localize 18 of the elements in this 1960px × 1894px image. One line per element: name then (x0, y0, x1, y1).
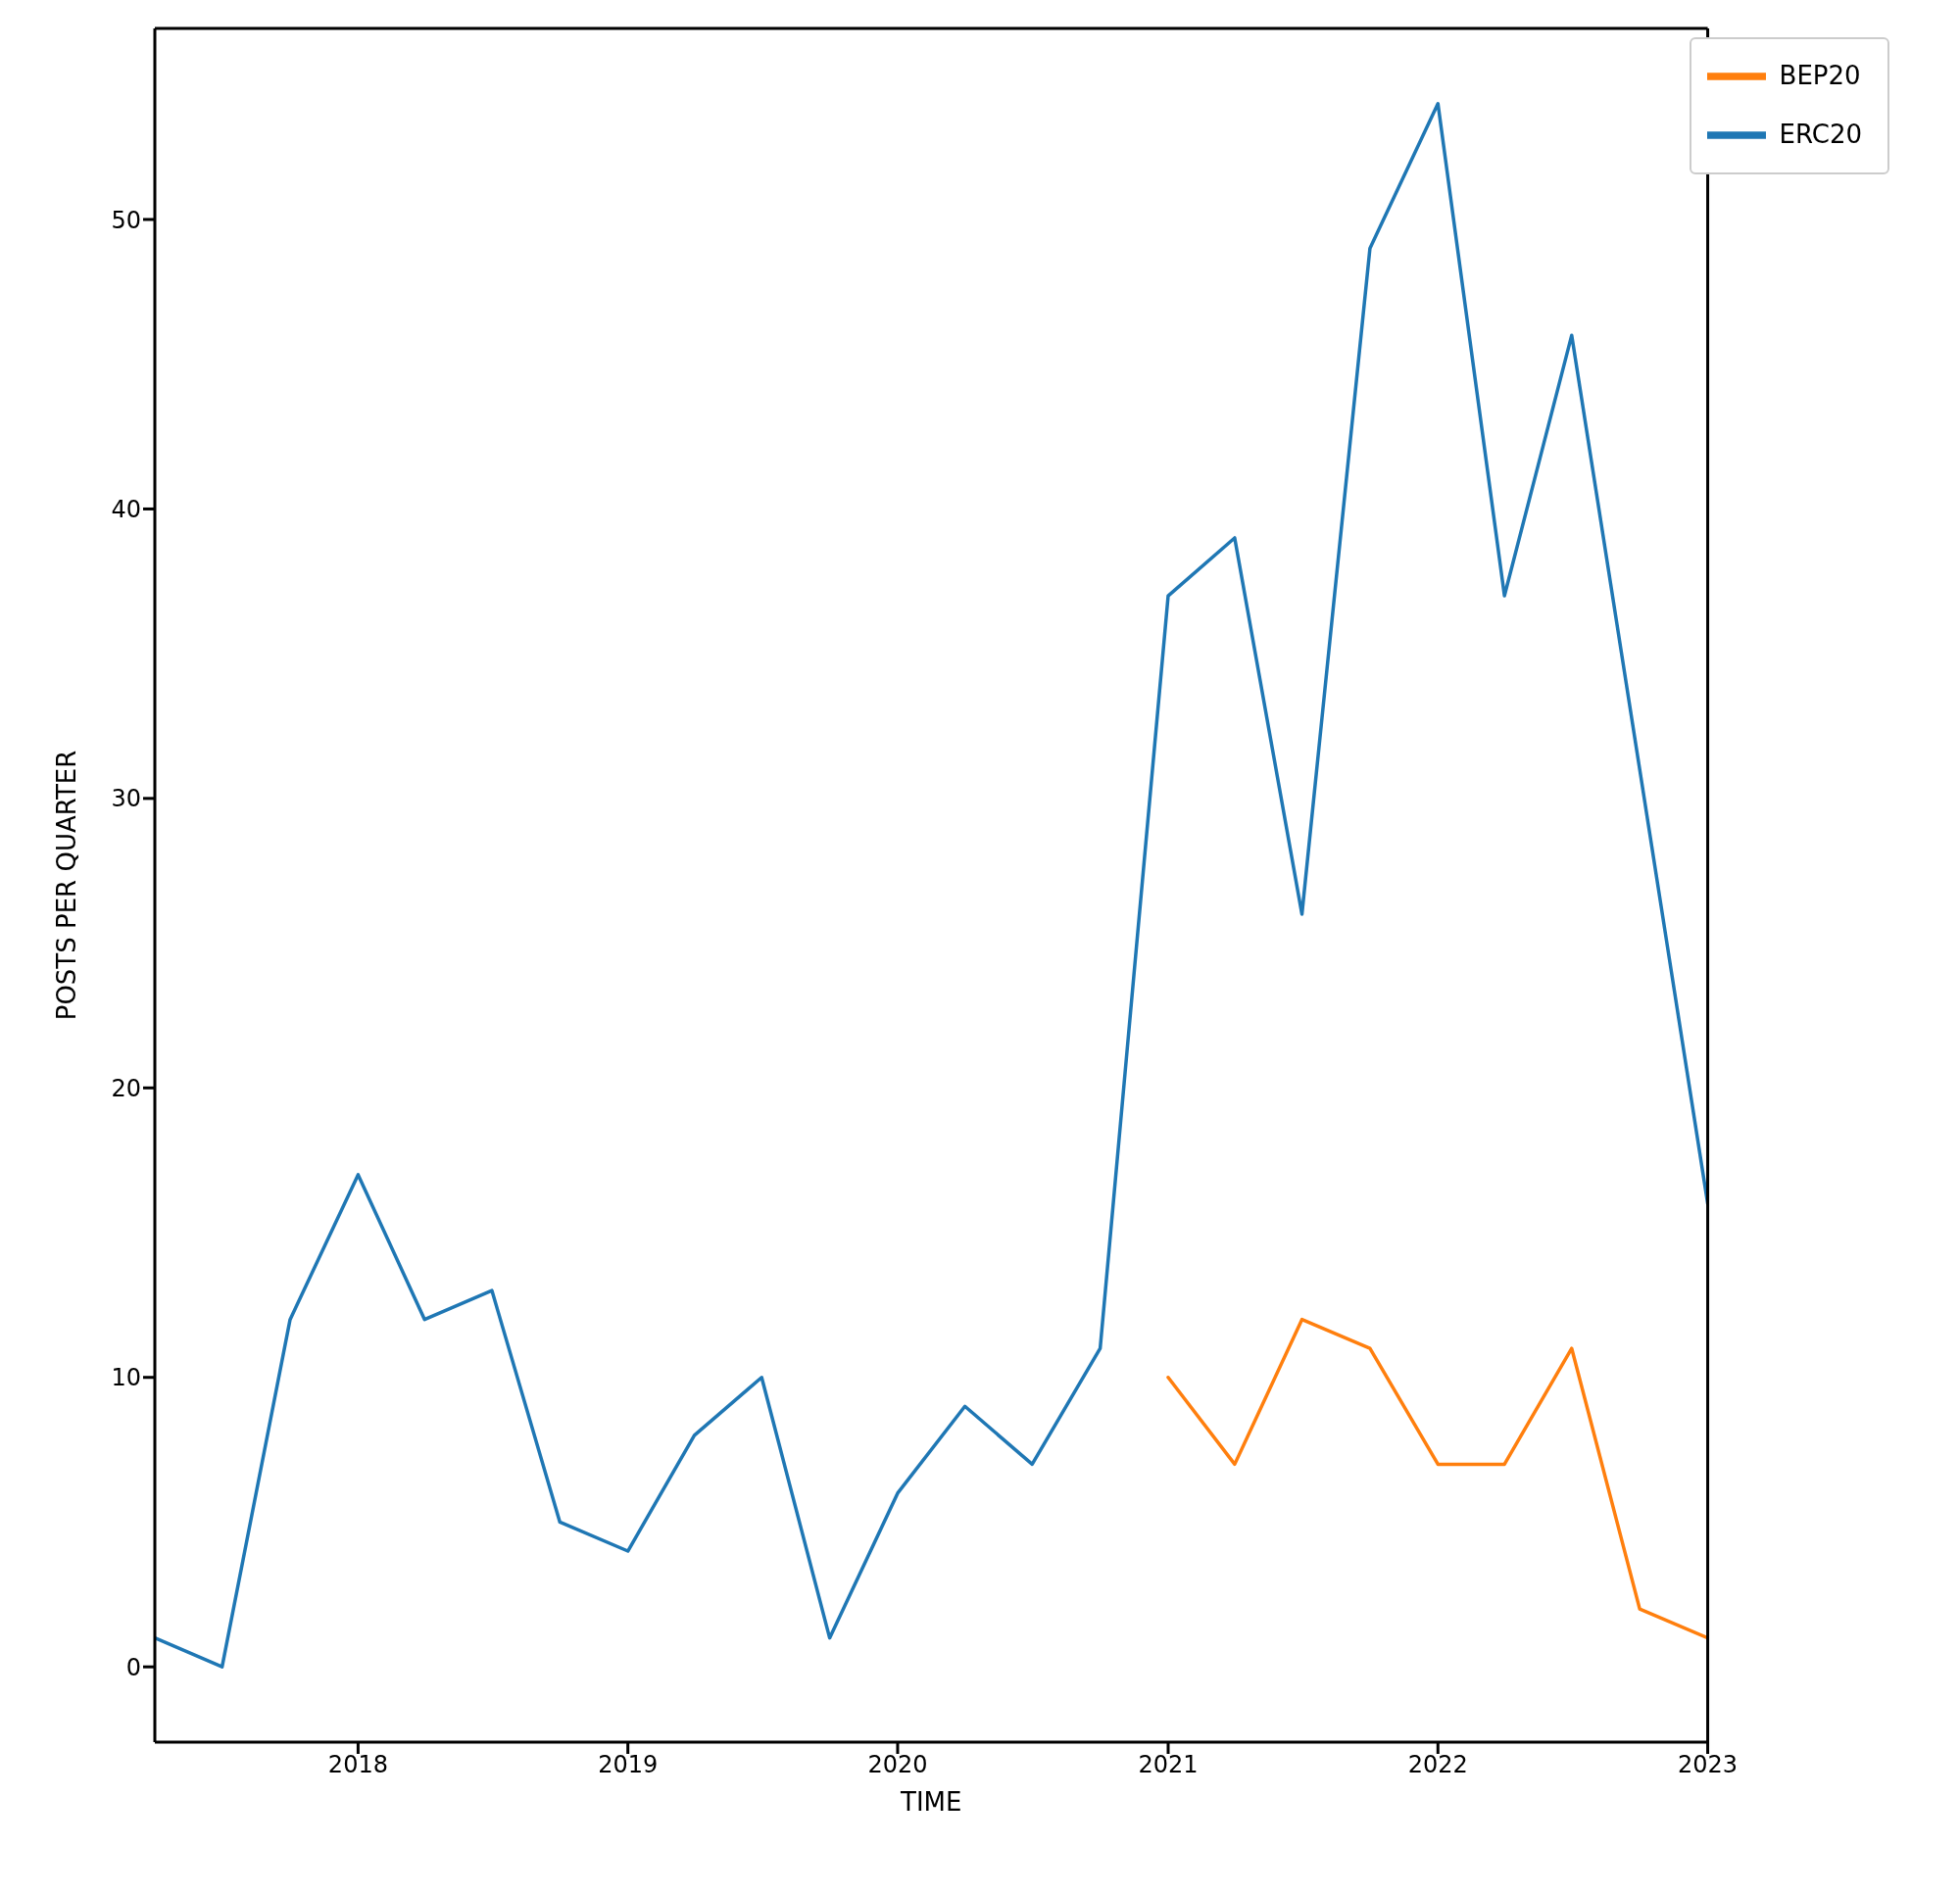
y-tick-label: 30 (111, 785, 141, 813)
x-tick-label: 2021 (1138, 1751, 1199, 1779)
y-tick-label: 10 (111, 1364, 141, 1392)
y-tick-label: 20 (111, 1074, 141, 1102)
x-tick-label: 2023 (1678, 1751, 1739, 1779)
legend-label: ERC20 (1779, 119, 1862, 149)
line-series (1166, 1317, 1708, 1640)
y-axis-title: POSTS PER QUARTER (52, 750, 82, 1021)
y-tick-label: 50 (111, 206, 141, 234)
line-series (155, 102, 1708, 1669)
x-tick-label: 2019 (598, 1751, 659, 1779)
legend-label: BEP20 (1779, 60, 1861, 90)
x-axis-title: TIME (900, 1787, 962, 1817)
y-tick-label: 0 (125, 1653, 141, 1681)
x-tick-label: 2022 (1407, 1751, 1468, 1779)
x-tick-label: 2018 (327, 1751, 388, 1779)
x-tick-label: 2020 (867, 1751, 928, 1779)
y-tick-label: 40 (111, 495, 141, 523)
